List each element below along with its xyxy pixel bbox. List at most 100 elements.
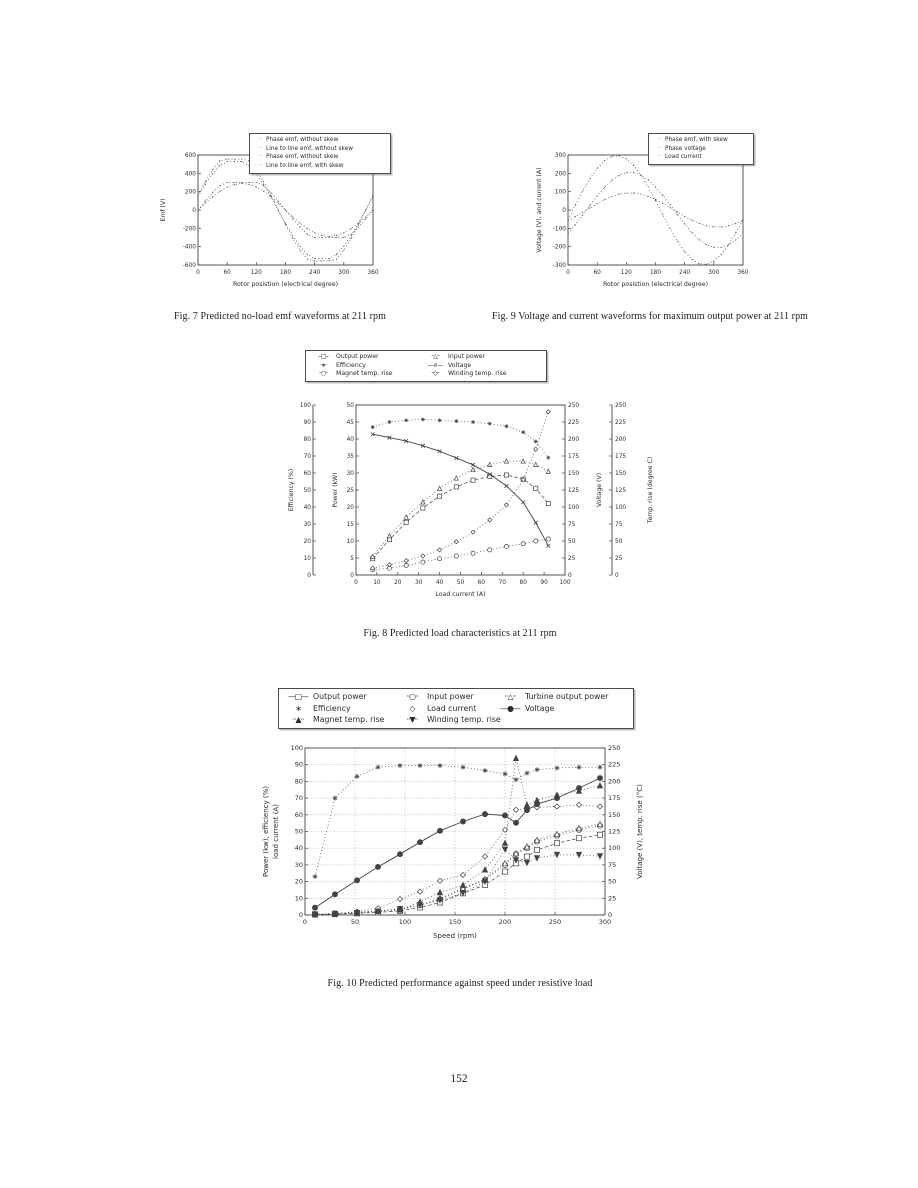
svg-text:300: 300 (555, 153, 566, 159)
svg-text:30: 30 (295, 861, 303, 869)
svg-text:80: 80 (520, 580, 528, 586)
svg-text:100: 100 (615, 505, 626, 511)
svg-text:120: 120 (251, 270, 262, 276)
legend-item-label: Voltage (525, 703, 555, 713)
legend-item-label: Load current (427, 703, 477, 713)
svg-text:60: 60 (478, 580, 486, 586)
legend-item: · Phase voltage (653, 145, 706, 154)
svg-text:240: 240 (679, 270, 690, 276)
legend-item: · Phase emf, without skew (254, 136, 339, 145)
legend-item: --□-- Output power (310, 353, 422, 362)
legend-item-label: Line to line emf, without skew (266, 145, 353, 152)
fig7-chart-svg: 0 60 120 180 240 300 360 Rotor posistion (elect… (160, 153, 379, 288)
svg-text:360: 360 (367, 270, 378, 276)
svg-text:240: 240 (309, 270, 320, 276)
legend-marker-glyph: · (658, 145, 661, 152)
legend-marker-glyph: · (259, 163, 262, 170)
svg-text:Voltage (V), temp. rise (°C): Voltage (V), temp. rise (°C) (636, 784, 644, 879)
legend-marker-glyph: ·∗· (319, 361, 327, 369)
svg-text:200: 200 (615, 437, 626, 443)
legend-item: ··○·· Input power (397, 691, 495, 703)
svg-text:0: 0 (196, 270, 200, 276)
legend-marker-glyph: ··▼·· (406, 715, 419, 725)
legend-row: · Phase emf, without skew (254, 136, 386, 145)
svg-text:10: 10 (295, 894, 303, 902)
legend-marker-glyph: —□— (288, 692, 309, 701)
svg-text:180: 180 (280, 270, 291, 276)
legend-marker-glyph: ··▲·· (292, 715, 305, 725)
svg-text:250: 250 (568, 403, 579, 409)
svg-text:150: 150 (449, 918, 461, 926)
legend-row: ··▲·· Magnet temp. rise ··▼·· Winding temp.… (283, 714, 629, 726)
legend-item: ··△·· Turbine output power (495, 691, 627, 703)
svg-text:50: 50 (347, 403, 355, 409)
figure-8: 0 10 20 30 40 50 60 70 80 90 100 Load current (A) 0 1… (280, 340, 680, 610)
svg-text:300: 300 (599, 918, 611, 926)
svg-text:100: 100 (559, 580, 570, 586)
svg-text:250: 250 (615, 403, 626, 409)
svg-text:200: 200 (608, 777, 620, 785)
legend-item: · Phase emf, with skew (653, 136, 728, 145)
svg-text:-200: -200 (183, 226, 196, 232)
svg-text:Voltage (V): Voltage (V) (596, 473, 603, 507)
legend-item: · Phase emf, without skew (254, 153, 339, 162)
legend-item-label: Winding temp. rise (448, 370, 507, 378)
svg-text:90: 90 (304, 420, 312, 426)
svg-text:225: 225 (608, 761, 620, 769)
svg-text:25: 25 (568, 556, 576, 562)
legend-row: · Load current (653, 153, 749, 162)
legend-marker-glyph: —×— (427, 361, 444, 369)
legend-marker-glyph: · (259, 137, 262, 143)
svg-text:80: 80 (304, 437, 312, 443)
legend-item: ·∗· Efficiency (310, 362, 422, 371)
svg-text:225: 225 (568, 420, 579, 426)
svg-text:40: 40 (304, 505, 312, 511)
svg-text:0: 0 (608, 911, 612, 919)
svg-text:0: 0 (307, 573, 311, 579)
svg-text:250: 250 (608, 744, 620, 752)
svg-text:30: 30 (347, 471, 355, 477)
svg-text:0: 0 (568, 573, 572, 579)
svg-text:70: 70 (304, 454, 312, 460)
svg-text:250: 250 (549, 918, 561, 926)
svg-text:5: 5 (350, 556, 354, 562)
legend-item: · Line to line emf, without skew (254, 145, 353, 154)
legend-item: · Line to line emf, with skew (254, 162, 344, 171)
legend-item-label: Phase voltage (665, 145, 706, 152)
svg-text:200: 200 (568, 437, 579, 443)
svg-text:200: 200 (499, 918, 511, 926)
svg-text:0: 0 (350, 573, 354, 579)
legend-row: ·∗· Efficiency —×— Voltage (310, 362, 542, 371)
svg-text:load current (A): load current (A) (272, 804, 280, 859)
svg-text:60: 60 (295, 811, 303, 819)
svg-text:40: 40 (347, 437, 355, 443)
svg-text:360: 360 (737, 270, 748, 276)
svg-text:25: 25 (347, 488, 355, 494)
legend-marker-glyph: ··○·· (318, 370, 328, 378)
svg-text:Emf (V): Emf (V) (160, 198, 167, 221)
legend-marker-glyph: —●— (500, 703, 520, 713)
svg-text:60: 60 (304, 471, 312, 477)
legend-item: ··▼·· Winding temp. rise (397, 714, 501, 726)
legend-item: ··△·· Input power (422, 353, 522, 362)
svg-text:Efficiency (%): Efficiency (%) (288, 469, 295, 511)
fig7-caption: Fig. 7 Predicted no-load emf waveforms a… (174, 311, 386, 322)
svg-text:175: 175 (615, 454, 626, 460)
svg-text:50: 50 (615, 539, 623, 545)
svg-text:-200: -200 (553, 245, 566, 251)
svg-text:150: 150 (615, 471, 626, 477)
legend-marker-glyph: · (658, 154, 661, 161)
fig9-caption: Fig. 9 Voltage and current waveforms for… (491, 311, 809, 322)
svg-text:100: 100 (291, 744, 303, 752)
fig7-legend: · Phase emf, without skew · Line to line em… (249, 133, 391, 174)
svg-text:20: 20 (304, 539, 312, 545)
svg-text:100: 100 (608, 844, 620, 852)
svg-text:20: 20 (394, 580, 402, 586)
fig9-legend: · Phase emf, with skew · Phase voltage · Load… (648, 133, 754, 166)
legend-row: · Phase emf, without skew (254, 153, 386, 162)
legend-row: · Phase emf, with skew (653, 136, 749, 145)
legend-item: ◇ Load current (397, 703, 495, 715)
legend-item-label: Magnet temp. rise (336, 370, 393, 378)
svg-text:20: 20 (295, 878, 303, 886)
